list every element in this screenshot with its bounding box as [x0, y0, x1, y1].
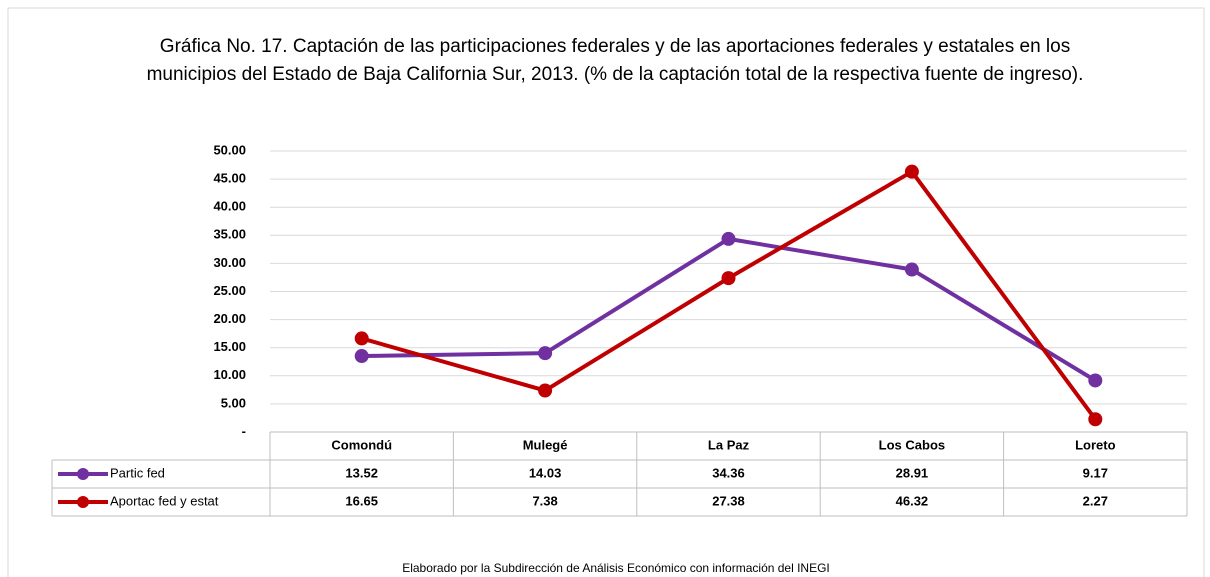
- y-tick-label: 10.00: [213, 367, 246, 382]
- series-line: [361, 236, 1097, 383]
- y-tick-label: 30.00: [213, 255, 246, 270]
- x-tick-label: Los Cabos: [879, 437, 945, 452]
- table-value: 13.52: [345, 465, 378, 480]
- x-tick-label: Comondú: [331, 437, 392, 452]
- table-value: 9.17: [1083, 465, 1108, 480]
- point: [904, 164, 919, 179]
- point: [354, 349, 369, 364]
- source-note: Elaborado por la Subdirección de Análisi…: [402, 561, 830, 575]
- legend-label: Aportac fed y estat: [110, 493, 219, 508]
- table-value: 14.03: [529, 465, 562, 480]
- point: [538, 383, 553, 398]
- y-tick-label: -: [242, 423, 246, 438]
- table-value: 16.65: [345, 493, 378, 508]
- point: [904, 262, 919, 277]
- table-value: 2.27: [1083, 493, 1108, 508]
- table-value: 28.91: [896, 465, 929, 480]
- table-value: 46.32: [896, 493, 929, 508]
- legend-label: Partic fed: [110, 465, 165, 480]
- x-tick-label: Mulegé: [523, 437, 568, 452]
- table-value: 34.36: [712, 465, 745, 480]
- y-tick-label: 15.00: [213, 339, 246, 354]
- y-tick-label: 50.00: [213, 142, 246, 157]
- legend-marker: [77, 468, 89, 480]
- point: [721, 231, 736, 246]
- point: [1088, 412, 1103, 427]
- legend-marker: [77, 496, 89, 508]
- x-tick-label: La Paz: [708, 437, 750, 452]
- y-tick-label: 35.00: [213, 227, 246, 242]
- series-line: [361, 169, 1097, 421]
- y-tick-label: 40.00: [213, 199, 246, 214]
- table-value: 27.38: [712, 493, 745, 508]
- y-tick-label: 5.00: [221, 395, 246, 410]
- point: [1088, 373, 1103, 388]
- chart-title: Gráfica No. 17. Captación de las partici…: [146, 36, 1084, 85]
- table-value: 7.38: [532, 493, 557, 508]
- y-tick-label: 20.00: [213, 311, 246, 326]
- x-tick-label: Loreto: [1075, 437, 1116, 452]
- y-tick-label: 45.00: [213, 171, 246, 186]
- chart-frame: [7, 7, 1205, 577]
- point: [721, 271, 736, 286]
- y-tick-label: 25.00: [213, 283, 246, 298]
- point: [354, 331, 369, 346]
- point: [538, 346, 553, 361]
